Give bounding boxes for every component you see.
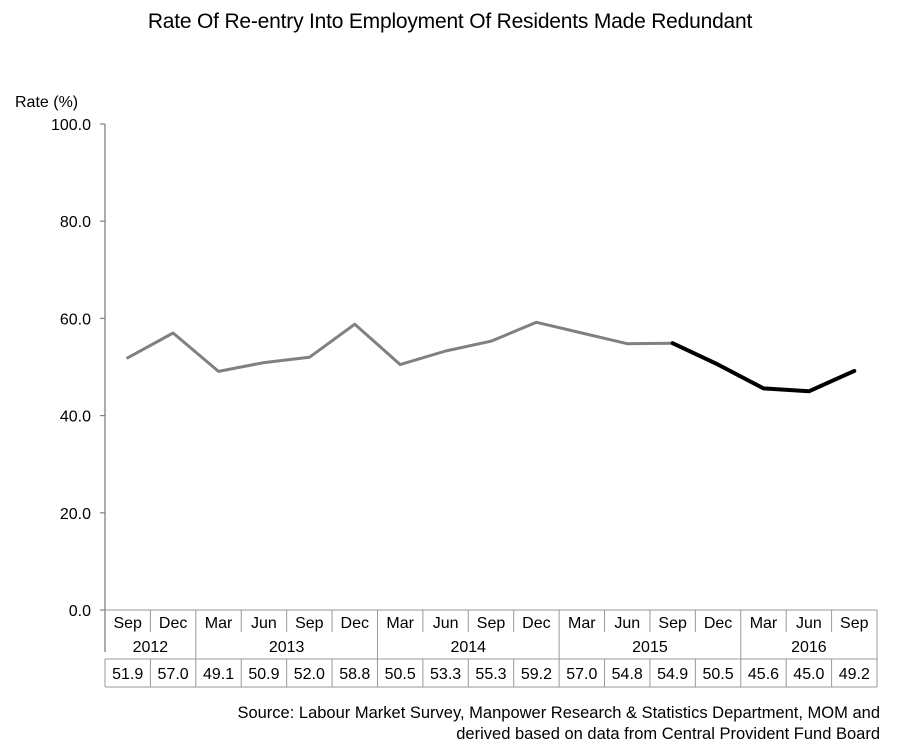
x-tick-label-month: Mar [750,615,778,632]
x-tick-label-month: Jun [614,615,640,632]
x-tick-label-month: Dec [341,615,369,632]
source-line-1: Source: Labour Market Survey, Manpower R… [237,704,880,722]
data-label: 59.2 [521,666,552,683]
x-tick-label-month: Sep [113,615,142,632]
source-line-2: derived based on data from Central Provi… [456,725,880,743]
x-tick-label-year: 2015 [632,639,668,656]
x-tick-label-month: Mar [386,615,414,632]
data-label: 57.0 [566,666,597,683]
y-axis: 0.0 20.0 40.0 60.0 80.0 100.0 [51,117,106,652]
data-label: 55.3 [475,666,506,683]
data-label: 57.0 [158,666,189,683]
data-label: 58.8 [339,666,370,683]
x-tick-label-month: Jun [251,615,277,632]
x-tick-label-month: Jun [796,615,822,632]
x-tick-label-month: Mar [568,615,596,632]
data-label: 45.0 [793,666,824,683]
data-label: 49.1 [203,666,234,683]
x-tick-label-month: Jun [433,615,459,632]
series-line-1 [126,320,675,373]
x-tick-label-month: Dec [704,615,732,632]
y-tick-label: 100.0 [51,117,91,134]
series-lines [126,320,857,394]
y-tick-label: 40.0 [60,409,91,426]
line-chart: Rate (%) 0.0 20.0 40.0 60.0 80.0 100.0 Sep 51.… [15,94,878,688]
data-label: 54.8 [612,666,643,683]
data-label: 50.5 [702,666,733,683]
y-axis-label: Rate (%) [15,94,78,111]
x-tick-label-month: Dec [159,615,187,632]
data-label: 45.6 [748,666,779,683]
chart-title: Rate Of Re-entry Into Employment Of Resi… [147,10,753,33]
y-tick-label: 0.0 [69,603,91,620]
y-tick-label: 60.0 [60,311,91,328]
x-tick-label-month: Dec [522,615,550,632]
x-tick-label-year: 2012 [133,639,169,656]
data-label: 50.9 [248,666,279,683]
x-tick-label-month: Sep [295,615,324,632]
data-table: Sep 51.9 Dec 57.0 Mar 49.1 Jun 50.9 Sep 52.0 Dec 58… [104,609,878,688]
data-label: 52.0 [294,666,325,683]
source-note: Source: Labour Market Survey, Manpower R… [237,703,880,745]
y-tick-label: 80.0 [60,214,91,231]
x-tick-label-year: 2016 [791,639,827,656]
x-tick-label-year: 2014 [450,639,486,656]
series-line-2 [670,341,857,394]
x-tick-label-month: Sep [658,615,687,632]
x-tick-label-month: Sep [477,615,506,632]
data-label: 50.5 [385,666,416,683]
y-tick-label: 20.0 [60,506,91,523]
data-label: 49.2 [839,666,870,683]
data-label: 51.9 [112,666,143,683]
x-tick-label-month: Mar [205,615,233,632]
x-tick-label-month: Sep [840,615,869,632]
x-tick-label-year: 2013 [269,639,305,656]
data-label: 53.3 [430,666,461,683]
data-label: 54.9 [657,666,688,683]
